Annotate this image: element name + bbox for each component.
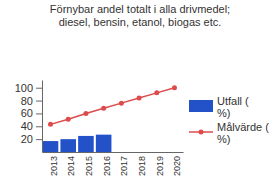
legend-item: Målvärde ( %) — [189, 121, 272, 145]
x-tick-label: 2018 — [137, 156, 147, 176]
legend-label: Målvärde ( %) — [217, 121, 272, 145]
marker — [66, 117, 71, 122]
y-tick-mark — [36, 101, 42, 102]
x-tick-label: 2013 — [49, 156, 59, 176]
bar — [60, 139, 76, 152]
chart: Förnybar andel totalt i alla drivmedel;d… — [0, 0, 280, 190]
x-tick: 2016 — [102, 156, 112, 176]
y-axis: 20406080100 — [15, 81, 43, 153]
legend-label: Utfall ( %) — [217, 95, 252, 119]
x-tick-label: 2019 — [155, 156, 165, 176]
y-tick-label: 60 — [21, 107, 33, 119]
x-tick-label: 2016 — [102, 156, 112, 176]
x-tick-label: 2014 — [66, 156, 76, 176]
x-tick: 2019 — [155, 156, 165, 176]
y-tick-label: 40 — [21, 120, 33, 132]
bar — [96, 135, 112, 152]
marker — [101, 106, 106, 111]
y-tick: 40 — [21, 120, 42, 132]
line — [51, 88, 175, 125]
y-tick-mark — [36, 113, 42, 114]
bar — [43, 141, 59, 152]
y-tick-label: 100 — [15, 82, 33, 94]
marker — [48, 122, 53, 127]
legend-marker — [199, 130, 204, 135]
y-tick: 20 — [21, 133, 42, 145]
marker — [137, 96, 142, 101]
x-tick-label: 2020 — [172, 156, 182, 176]
marker — [154, 90, 159, 95]
legend-item: Utfall ( %) — [189, 95, 252, 119]
legend: Utfall ( %)Målvärde ( %) — [189, 95, 272, 145]
y-axis-line — [42, 81, 43, 153]
x-tick-label: 2017 — [119, 156, 129, 176]
plot: 2040608010020132014201520162017201820192… — [15, 81, 184, 177]
y-tick-label: 80 — [21, 95, 33, 107]
x-tick-label: 2015 — [84, 156, 94, 176]
x-tick: 2015 — [84, 156, 94, 176]
y-tick-mark — [36, 126, 42, 127]
y-tick: 100 — [15, 82, 42, 94]
marker — [119, 101, 124, 106]
legend-swatch — [189, 100, 213, 112]
title: diesel, bensin, etanol, biogas etc. — [59, 16, 222, 28]
y-tick-label: 20 — [21, 133, 33, 145]
y-tick: 80 — [21, 95, 42, 107]
marks — [43, 85, 177, 152]
x-tick: 2020 — [172, 156, 182, 176]
y-tick: 60 — [21, 107, 42, 119]
marker — [172, 85, 177, 90]
x-tick: 2017 — [119, 156, 129, 176]
x-axis: 2013 2014 2015 2016 2017 2018 2019 2020 — [43, 153, 184, 177]
marker — [83, 111, 88, 116]
y-tick-mark — [36, 139, 42, 140]
x-tick: 2013 — [49, 156, 59, 176]
title: Förnybar andel totalt i alla drivmedel; — [50, 3, 230, 15]
y-tick-mark — [36, 88, 42, 89]
x-tick: 2018 — [137, 156, 147, 176]
bar — [78, 136, 94, 152]
x-tick: 2014 — [66, 156, 76, 176]
x-axis-line — [43, 152, 184, 153]
